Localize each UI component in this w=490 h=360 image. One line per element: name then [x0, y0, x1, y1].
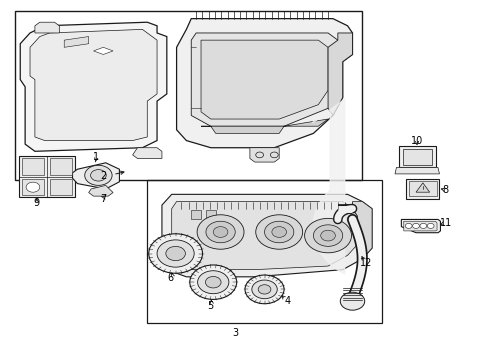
Polygon shape [328, 33, 352, 116]
Text: 12: 12 [360, 258, 372, 268]
Circle shape [420, 224, 427, 228]
Polygon shape [172, 202, 357, 270]
Circle shape [256, 215, 303, 249]
Circle shape [197, 215, 244, 249]
Polygon shape [191, 33, 338, 126]
Bar [22, 179, 44, 195]
Text: 11: 11 [440, 218, 452, 228]
Polygon shape [352, 202, 372, 259]
Polygon shape [94, 47, 113, 54]
Polygon shape [64, 37, 89, 47]
Text: 4: 4 [285, 296, 291, 306]
Text: 9: 9 [34, 198, 40, 208]
Text: 5: 5 [208, 301, 214, 311]
Circle shape [166, 246, 185, 261]
Polygon shape [416, 183, 430, 192]
Polygon shape [133, 148, 162, 158]
Circle shape [206, 221, 235, 243]
Text: 7: 7 [100, 194, 106, 204]
Polygon shape [401, 220, 441, 233]
Polygon shape [35, 22, 59, 33]
Circle shape [213, 226, 228, 237]
Circle shape [26, 182, 40, 192]
Text: 3: 3 [232, 328, 238, 338]
Circle shape [197, 271, 229, 294]
Text: 8: 8 [442, 185, 448, 195]
Polygon shape [250, 148, 279, 162]
Polygon shape [176, 19, 352, 148]
Bar [409, 181, 437, 197]
Bar [206, 211, 216, 220]
Circle shape [314, 225, 343, 246]
Circle shape [190, 265, 237, 300]
Circle shape [265, 221, 294, 243]
Circle shape [149, 234, 202, 273]
Circle shape [258, 285, 271, 294]
Circle shape [205, 276, 221, 288]
Circle shape [272, 226, 287, 237]
Circle shape [245, 275, 284, 304]
Bar [19, 156, 75, 197]
Circle shape [427, 224, 434, 228]
Circle shape [85, 165, 112, 185]
Polygon shape [30, 30, 157, 140]
Bar [403, 149, 432, 165]
Polygon shape [162, 194, 372, 277]
Polygon shape [89, 185, 113, 196]
Bar [406, 179, 440, 199]
Bar [191, 211, 201, 220]
Text: 1: 1 [93, 152, 99, 162]
Circle shape [321, 230, 335, 241]
Text: 6: 6 [168, 273, 174, 283]
Circle shape [91, 170, 106, 181]
Bar [22, 158, 44, 175]
Bar [50, 179, 72, 195]
Circle shape [157, 240, 194, 267]
Text: 10: 10 [411, 136, 423, 146]
Text: 2: 2 [100, 171, 106, 181]
Polygon shape [20, 22, 167, 151]
Polygon shape [404, 221, 437, 231]
Bar [147, 180, 382, 323]
Bar [50, 158, 72, 175]
Circle shape [405, 224, 412, 228]
Polygon shape [201, 119, 328, 134]
Bar [399, 146, 436, 167]
Circle shape [340, 292, 365, 310]
Polygon shape [201, 40, 328, 119]
Circle shape [305, 219, 351, 253]
Polygon shape [73, 163, 120, 189]
Polygon shape [395, 167, 440, 174]
Circle shape [413, 224, 419, 228]
Bar [15, 12, 362, 180]
Circle shape [252, 280, 277, 299]
